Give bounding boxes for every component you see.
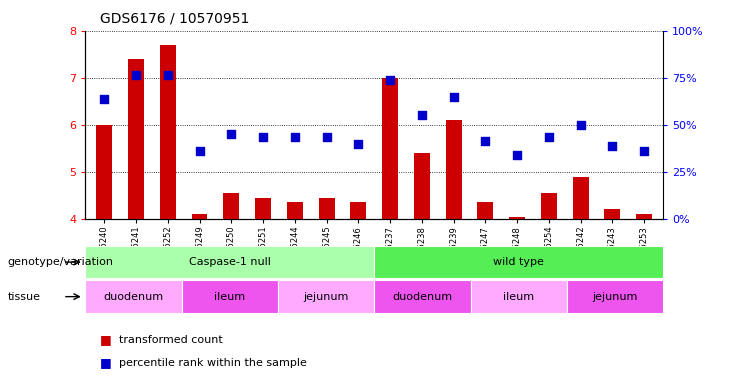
Text: ■: ■	[100, 333, 116, 346]
Bar	[85, 280, 182, 313]
Point	[606, 143, 618, 149]
Bar	[85, 246, 374, 278]
Bar	[541, 193, 556, 219]
Point	[321, 134, 333, 140]
Bar	[350, 202, 366, 219]
Point	[638, 147, 650, 154]
Text: duodenum: duodenum	[392, 291, 453, 302]
Bar	[192, 214, 207, 219]
Point	[416, 112, 428, 118]
Point	[225, 131, 237, 137]
Bar	[374, 246, 663, 278]
Text: transformed count: transformed count	[119, 335, 222, 345]
Point	[193, 147, 205, 154]
Bar	[182, 280, 278, 313]
Bar	[509, 217, 525, 219]
Bar	[605, 210, 620, 219]
Point	[130, 72, 142, 78]
Point	[511, 152, 523, 159]
Text: tissue: tissue	[7, 291, 41, 302]
Bar	[445, 120, 462, 219]
Bar	[382, 78, 398, 219]
Bar	[414, 153, 430, 219]
Point	[162, 72, 173, 78]
Bar	[319, 198, 334, 219]
Bar	[223, 193, 239, 219]
Point	[575, 122, 587, 128]
Bar	[471, 280, 567, 313]
Text: GDS6176 / 10570951: GDS6176 / 10570951	[100, 12, 250, 25]
Point	[479, 138, 491, 144]
Text: jejunum: jejunum	[592, 291, 638, 302]
Text: wild type: wild type	[494, 257, 544, 267]
Text: ■: ■	[100, 356, 116, 369]
Bar	[637, 214, 652, 219]
Text: percentile rank within the sample: percentile rank within the sample	[119, 358, 307, 368]
Point	[543, 134, 555, 140]
Bar	[278, 280, 374, 313]
Text: genotype/variation: genotype/variation	[7, 257, 113, 267]
Bar	[160, 45, 176, 219]
Bar	[128, 59, 144, 219]
Bar	[573, 177, 588, 219]
Bar	[287, 202, 303, 219]
Point	[448, 94, 459, 100]
Point	[257, 134, 269, 140]
Bar	[255, 198, 271, 219]
Text: Caspase-1 null: Caspase-1 null	[189, 257, 270, 267]
Point	[99, 96, 110, 102]
Bar	[567, 280, 663, 313]
Text: duodenum: duodenum	[103, 291, 164, 302]
Point	[384, 77, 396, 83]
Point	[289, 134, 301, 140]
Text: jejunum: jejunum	[303, 291, 349, 302]
Bar	[374, 280, 471, 313]
Text: ileum: ileum	[503, 291, 534, 302]
Bar	[96, 125, 112, 219]
Point	[353, 141, 365, 147]
Text: ileum: ileum	[214, 291, 245, 302]
Bar	[477, 202, 494, 219]
